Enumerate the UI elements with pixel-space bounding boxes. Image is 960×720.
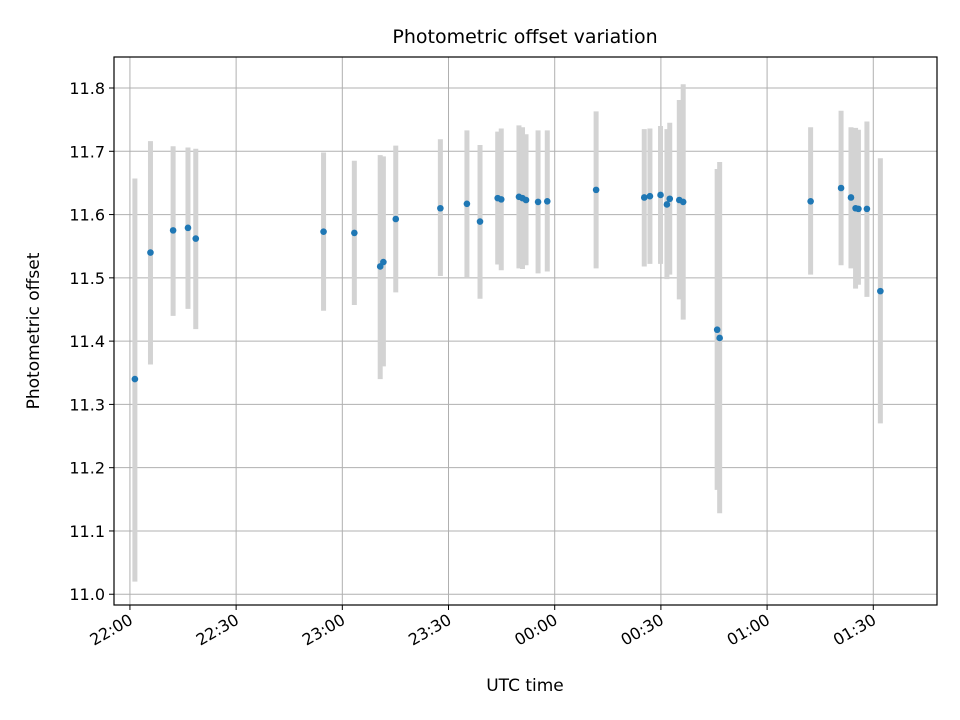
data-point	[855, 205, 862, 213]
data-point	[592, 186, 600, 194]
data-point	[184, 224, 192, 232]
data-point	[351, 229, 358, 237]
data-point	[877, 287, 884, 295]
y-tick-label: 11.0	[69, 585, 105, 604]
data-point	[666, 195, 674, 203]
y-tick-label: 11.1	[69, 522, 105, 541]
data-point	[476, 218, 484, 225]
data-point	[131, 375, 139, 383]
data-point	[646, 192, 654, 200]
x-axis-label: UTC time	[486, 676, 564, 696]
y-tick-label: 11.3	[69, 395, 105, 414]
data-point	[147, 249, 154, 256]
data-point	[534, 198, 542, 206]
data-point	[192, 235, 200, 242]
data-point	[543, 197, 551, 205]
data-point	[847, 194, 855, 201]
y-tick-label: 11.5	[69, 269, 105, 288]
data-point	[663, 201, 671, 208]
y-tick-label: 11.8	[69, 79, 105, 98]
data-point	[497, 196, 505, 203]
data-point	[320, 228, 327, 235]
data-point	[463, 200, 471, 208]
data-point	[169, 227, 177, 234]
chart-title: Photometric offset variation	[392, 26, 657, 48]
plot-frame	[113, 56, 938, 606]
data-point	[380, 258, 387, 266]
data-point	[837, 184, 845, 192]
data-point	[522, 196, 530, 204]
data-point	[679, 198, 687, 206]
data-point	[437, 204, 444, 212]
y-tick-label: 11.6	[69, 206, 105, 225]
y-tick-label: 11.2	[69, 459, 105, 478]
data-point	[807, 197, 814, 205]
data-point	[863, 205, 871, 213]
data-point	[640, 194, 648, 201]
data-points	[131, 184, 884, 383]
data-point	[392, 215, 400, 223]
y-axis-label: Photometric offset	[24, 252, 44, 409]
y-tick-label: 11.7	[69, 142, 105, 161]
y-tick-label: 11.4	[69, 332, 105, 351]
data-point	[716, 334, 723, 342]
data-point	[657, 191, 664, 199]
data-point	[713, 326, 721, 334]
y-axis-ticks: 11.0 11.1 11.2 11.3 11.4 11.5 11.6 11.7 11.8	[69, 79, 114, 604]
